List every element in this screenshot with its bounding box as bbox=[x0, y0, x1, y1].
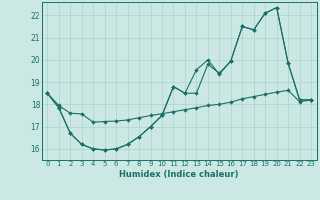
X-axis label: Humidex (Indice chaleur): Humidex (Indice chaleur) bbox=[119, 170, 239, 179]
